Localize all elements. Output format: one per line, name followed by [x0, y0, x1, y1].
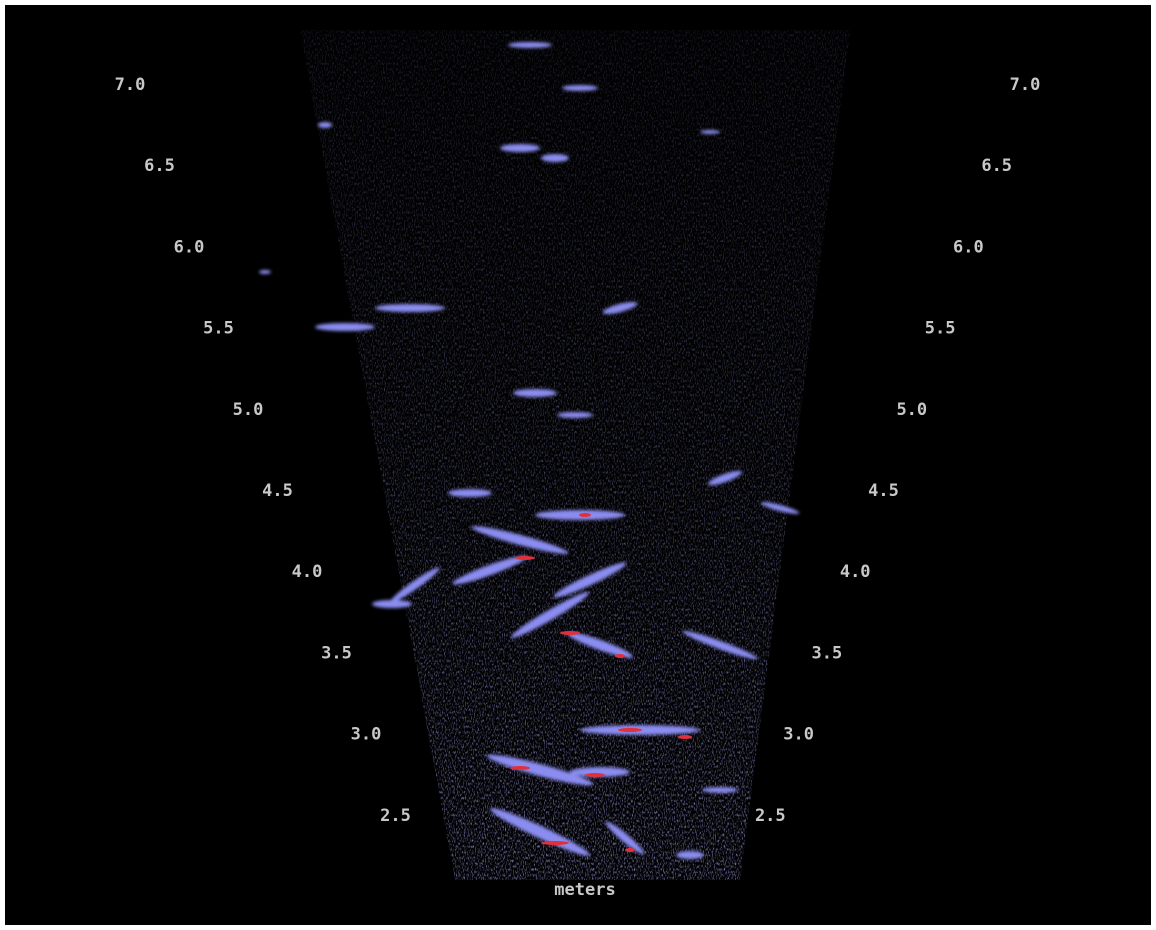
unit-label: meters [554, 880, 615, 900]
right-range-label: 3.5 [812, 643, 843, 663]
right-range-label: 6.5 [981, 156, 1012, 176]
right-range-label: 5.0 [896, 400, 927, 420]
right-range-label: 4.0 [840, 562, 871, 582]
right-range-label: 5.5 [925, 319, 956, 339]
left-range-label: 7.0 [115, 75, 146, 95]
sonar-screen: 7.0 7.0 6.5 6.5 6.0 6.0 5.5 5.5 5.0 5.0 4.5 4.5 4.0 4… [0, 0, 1156, 930]
left-range-label: 6.5 [144, 156, 175, 176]
left-range-label: 4.0 [292, 562, 323, 582]
left-range-label: 5.5 [203, 319, 234, 339]
left-range-label: 3.0 [351, 725, 382, 745]
right-range-label: 2.5 [755, 806, 786, 826]
left-range-label: 6.0 [174, 237, 205, 257]
left-range-label: 5.0 [233, 400, 264, 420]
right-range-label: 3.0 [783, 725, 814, 745]
right-range-label: 6.0 [953, 237, 984, 257]
left-range-label: 3.5 [321, 643, 352, 663]
right-range-label: 7.0 [1010, 75, 1041, 95]
left-range-label: 2.5 [380, 806, 411, 826]
left-range-label: 4.5 [262, 481, 293, 501]
right-range-label: 4.5 [868, 481, 899, 501]
